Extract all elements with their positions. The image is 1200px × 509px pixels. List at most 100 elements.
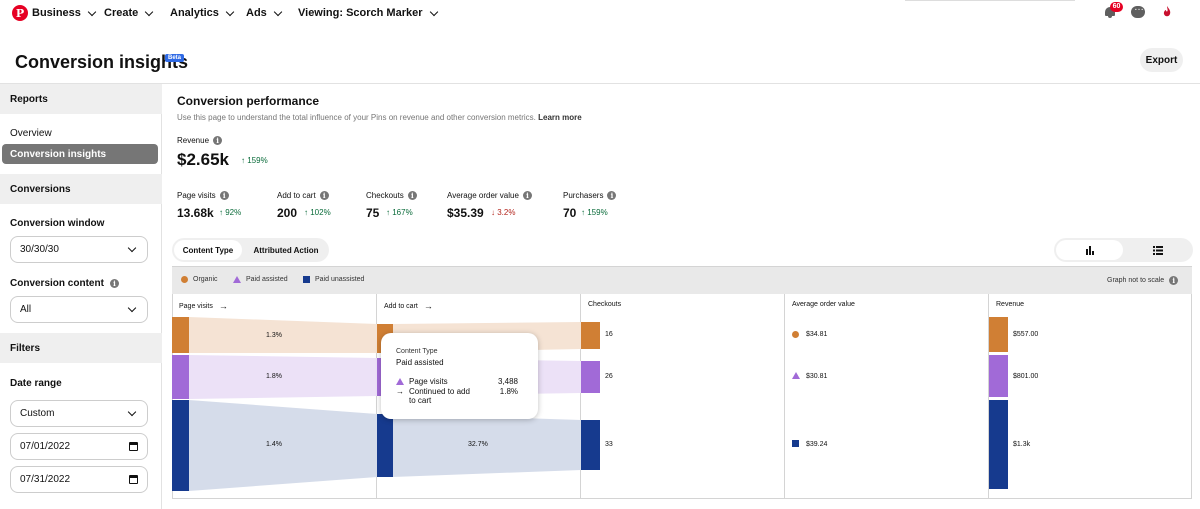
account-avatar-icon[interactable] xyxy=(1160,5,1174,19)
date-range-select[interactable]: Custom xyxy=(10,400,148,427)
calendar-icon[interactable] xyxy=(129,475,138,484)
revenue-paid-unassisted: $1.3k xyxy=(1013,441,1031,448)
nav-viewing-account[interactable]: Viewing: Scorch Marker xyxy=(298,7,438,19)
top-divider xyxy=(905,0,1075,1)
revenue-delta: ↑ 159% xyxy=(241,156,268,165)
sidebar-item-conversion-insights[interactable]: Conversion insights xyxy=(2,144,158,164)
legend-organic-label: Organic xyxy=(193,276,218,283)
bar-paid-unassisted-revenue xyxy=(989,400,1008,489)
breakdown-toggle: Content Type Attributed Action xyxy=(172,238,329,262)
messages-icon[interactable] xyxy=(1131,2,1145,18)
legend-paid-assisted[interactable]: Paid assisted xyxy=(233,276,288,283)
legend-paid-unassisted-label: Paid unassisted xyxy=(315,276,365,283)
flow-paid-assisted-page-to-cart xyxy=(189,355,377,399)
legend-organic[interactable]: Organic xyxy=(181,276,218,283)
info-icon[interactable]: i xyxy=(607,191,617,200)
sidebar-section-conversions: Conversions xyxy=(0,174,162,204)
column-header-add-to-cart[interactable]: Add to cart → xyxy=(384,301,433,311)
revenue-label: Revenue i xyxy=(177,136,223,145)
metric-value: 70 xyxy=(563,206,577,220)
info-icon[interactable]: i xyxy=(319,191,329,200)
calendar-icon[interactable] xyxy=(129,442,138,451)
conversion-content-label: Conversion content i xyxy=(10,278,119,289)
revenue-value: $2.65k xyxy=(177,150,229,169)
triangle-icon xyxy=(396,378,404,385)
metric-label: Page visits i xyxy=(177,191,229,200)
flow-organic-page-to-cart xyxy=(189,317,377,353)
circle-icon xyxy=(792,331,799,338)
nav-business-label: Business xyxy=(32,7,81,19)
revenue-label-text: Revenue xyxy=(177,136,210,145)
metric-value: 13.68k xyxy=(177,206,214,220)
metric-label: Add to cart i xyxy=(277,191,329,200)
nav-analytics[interactable]: Analytics xyxy=(170,7,235,19)
arrow-right-icon: → xyxy=(396,387,404,396)
flow-paid-unassisted-cart-to-checkout xyxy=(393,414,581,477)
nav-create[interactable]: Create xyxy=(104,7,154,19)
conversion-content-select[interactable]: All xyxy=(10,296,148,323)
metric-delta-value: 167% xyxy=(392,208,413,217)
pinterest-logo-icon[interactable]: P xyxy=(12,5,28,21)
conversion-window-value: 30/30/30 xyxy=(20,244,59,255)
info-icon[interactable]: i xyxy=(219,191,229,200)
chart-view-button[interactable] xyxy=(1056,240,1123,260)
legend-paid-unassisted[interactable]: Paid unassisted xyxy=(303,276,364,283)
tooltip-row-value: 1.8% xyxy=(499,387,518,396)
column-divider xyxy=(988,294,989,499)
date-range-value: Custom xyxy=(20,408,55,419)
sidebar-item-overview[interactable]: Overview xyxy=(10,128,52,139)
column-header-average-order-value: Average order value xyxy=(792,301,855,308)
start-date-input[interactable]: 07/01/2022 xyxy=(10,433,148,460)
checkouts-paid-unassisted: 33 xyxy=(605,441,613,448)
conversion-window-label-text: Conversion window xyxy=(10,218,105,229)
aov-paid-assisted: $30.81 xyxy=(806,373,828,380)
metric-label: Average order value i xyxy=(447,191,532,200)
learn-more-link[interactable]: Learn more xyxy=(538,113,582,122)
revenue-delta-value: 159% xyxy=(247,156,268,165)
metric-delta-value: 3.2% xyxy=(497,208,516,217)
metric-value: 200 xyxy=(277,206,298,220)
checkouts-organic: 16 xyxy=(605,331,613,338)
table-view-button[interactable] xyxy=(1124,240,1191,260)
metric-label-text: Purchasers xyxy=(563,191,604,200)
metric-label: Purchasers i xyxy=(563,191,617,200)
info-icon[interactable]: i xyxy=(1169,276,1179,285)
checkouts-paid-assisted: 26 xyxy=(605,373,613,380)
rate-organic-page-to-cart: 1.3% xyxy=(266,332,282,339)
metric-label-text: Checkouts xyxy=(366,191,404,200)
metric-value: $35.39 xyxy=(447,206,484,220)
list-icon xyxy=(1152,245,1163,255)
nav-create-label: Create xyxy=(104,7,139,19)
column-header-page-visits[interactable]: Page visits → xyxy=(179,301,228,311)
bar-paid-assisted-page-visits xyxy=(172,355,189,399)
bar-organic-checkouts xyxy=(581,322,600,349)
end-date-input[interactable]: 07/31/2022 xyxy=(10,466,148,493)
square-icon xyxy=(792,440,799,447)
section-subtitle: Use this page to understand the total in… xyxy=(177,113,582,122)
info-icon[interactable]: i xyxy=(213,136,223,145)
tooltip-row-add-to-cart: → Continued to add to cart xyxy=(396,387,476,405)
chart-legend: Organic Paid assisted Paid unassisted Gr… xyxy=(172,266,1192,294)
nav-ads[interactable]: Ads xyxy=(246,7,283,19)
metric-delta: ↑ 102% xyxy=(304,208,331,217)
info-icon[interactable]: i xyxy=(109,279,119,288)
export-button[interactable]: Export xyxy=(1140,48,1183,72)
conversion-window-select[interactable]: 30/30/30 xyxy=(10,236,148,263)
info-icon[interactable]: i xyxy=(522,191,532,200)
bar-organic-page-visits xyxy=(172,317,189,353)
nav-business[interactable]: Business xyxy=(32,7,97,19)
notification-bell-icon[interactable] xyxy=(1104,6,1116,18)
date-range-label-text: Date range xyxy=(10,378,62,389)
bar-organic-revenue xyxy=(989,317,1008,352)
info-icon[interactable]: i xyxy=(407,191,417,200)
triangle-icon xyxy=(233,276,241,283)
column-header-text: Checkouts xyxy=(588,301,622,308)
bar-chart-icon xyxy=(1085,245,1094,255)
column-header-revenue: Revenue xyxy=(996,301,1024,308)
tab-content-type[interactable]: Content Type xyxy=(174,240,242,260)
sidebar: Reports Overview Conversion insights Con… xyxy=(0,84,162,509)
metric-value: 75 xyxy=(366,206,380,220)
tab-attributed-action[interactable]: Attributed Action xyxy=(253,245,319,255)
metric-delta: ↑ 92% xyxy=(219,208,242,217)
sidebar-section-filters: Filters xyxy=(0,333,162,363)
